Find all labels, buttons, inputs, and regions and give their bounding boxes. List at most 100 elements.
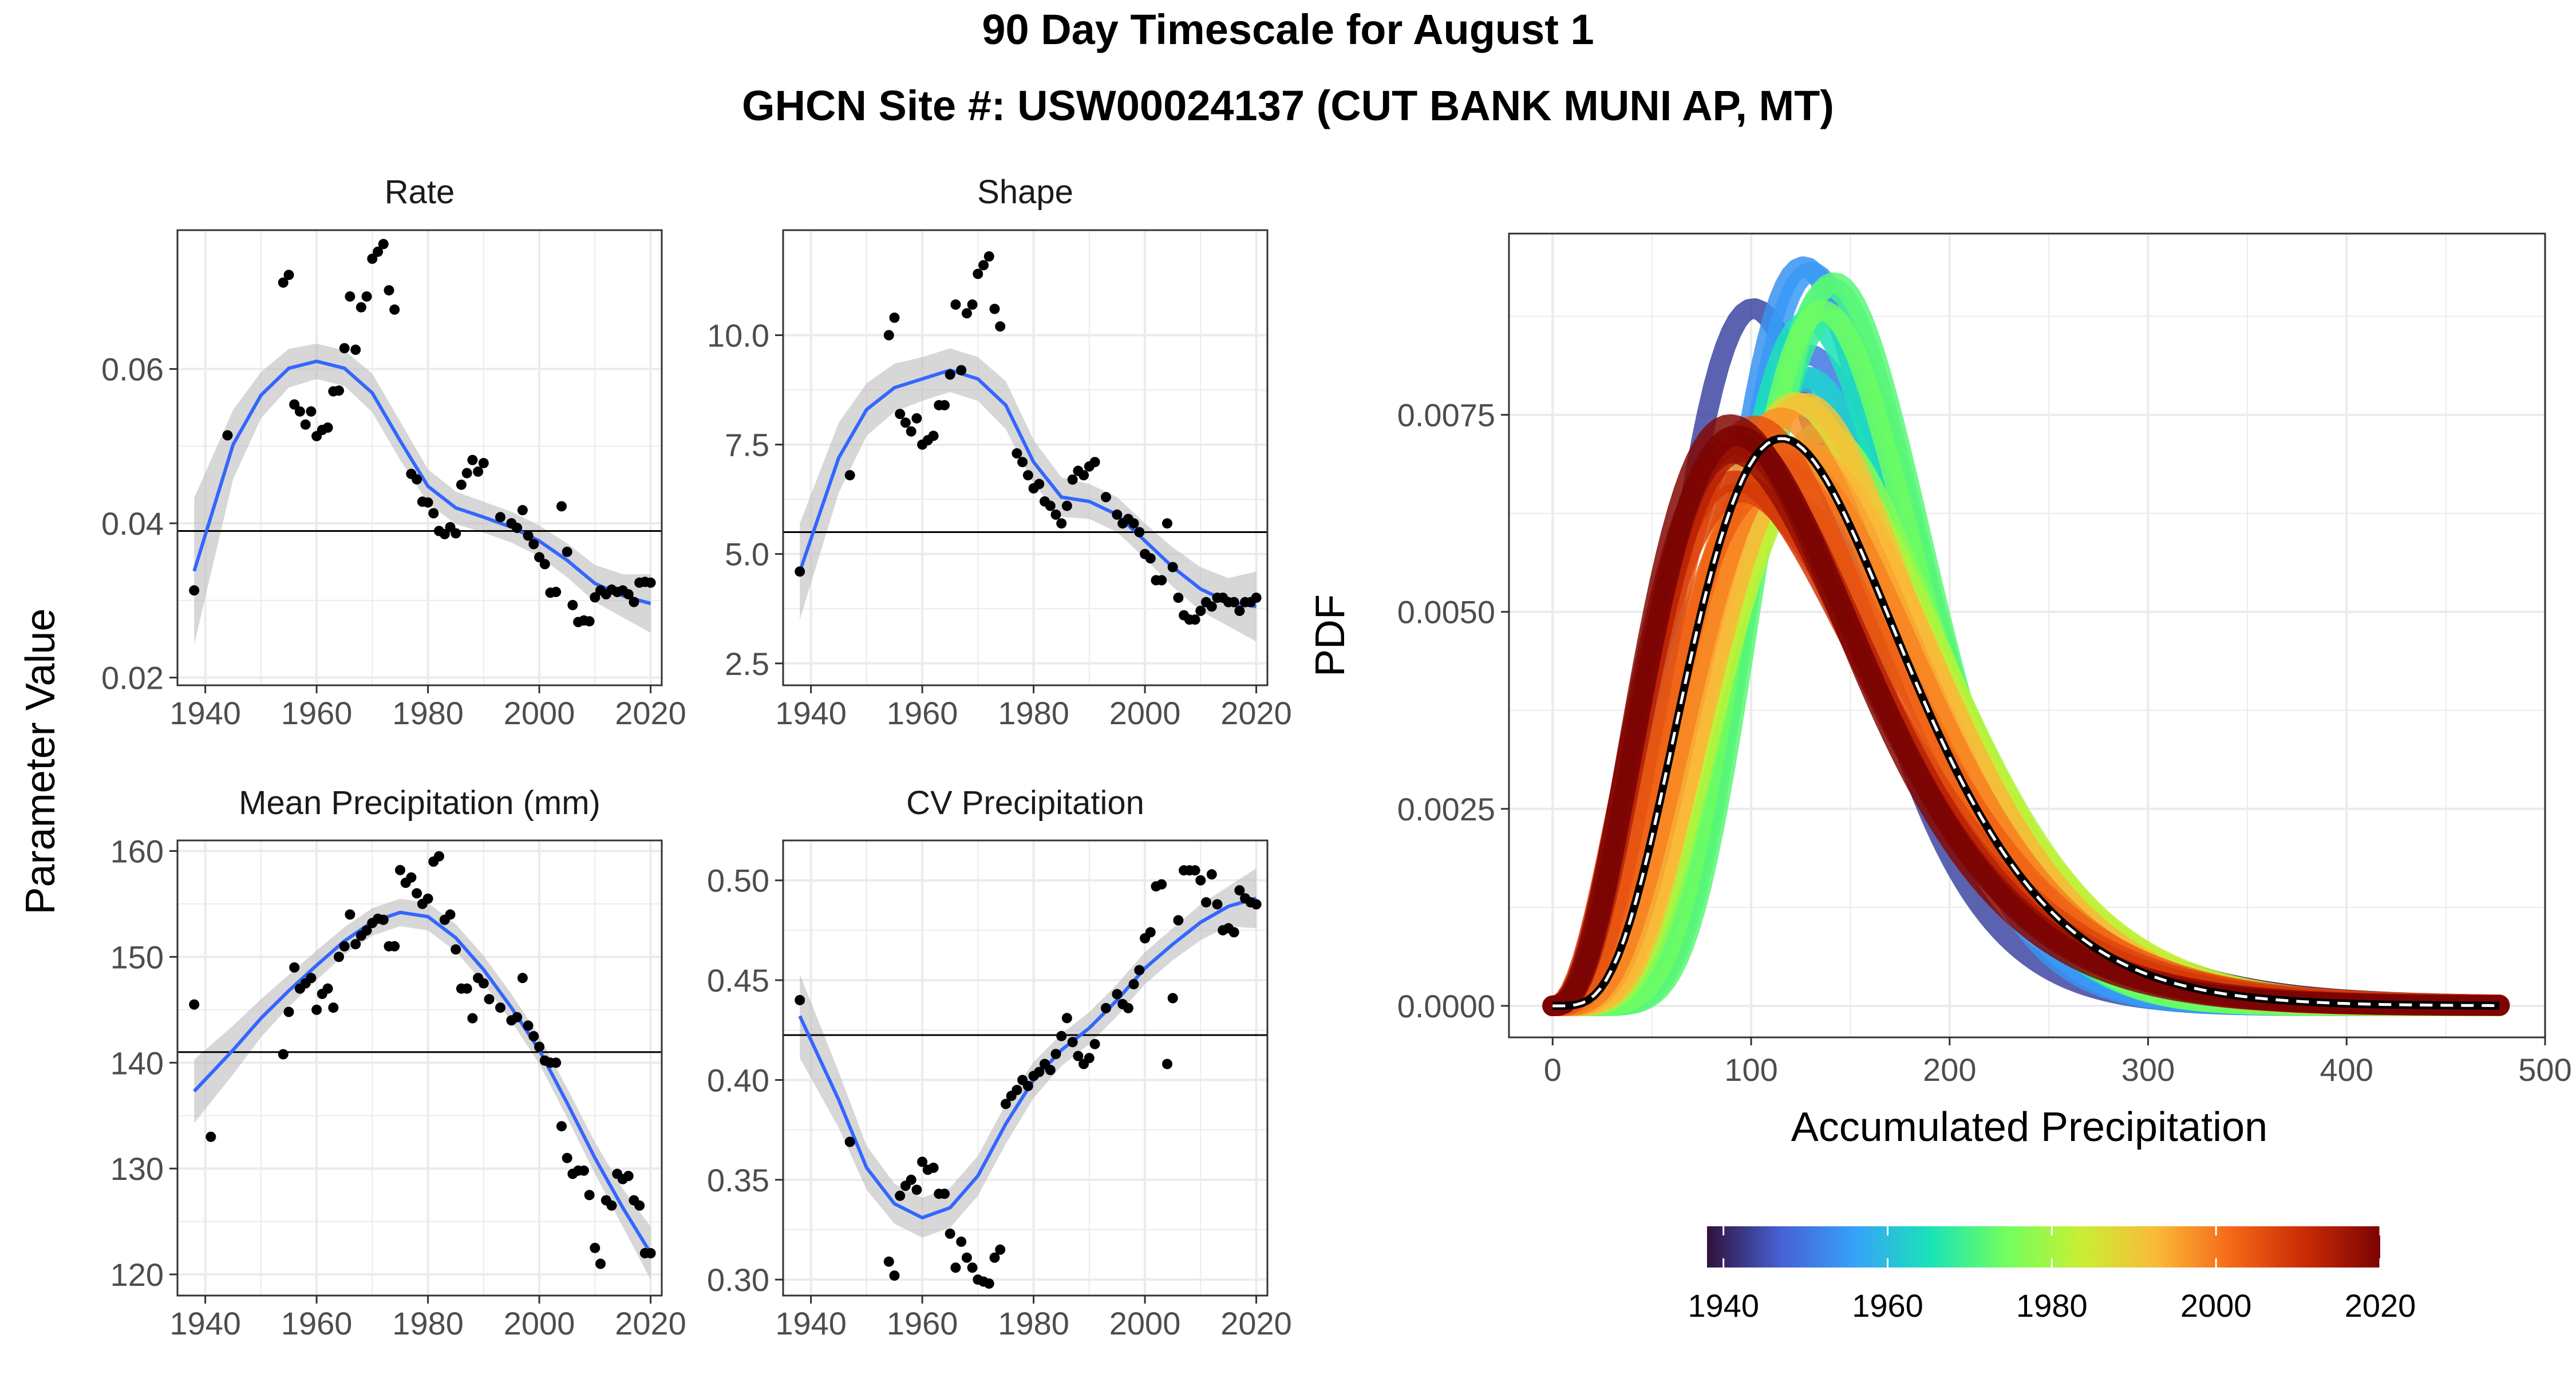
pdf-y-tick-label: 0.0075 — [1397, 397, 1495, 433]
cv-precipitation-data-point — [1173, 915, 1184, 926]
pdf-y-tick-label: 0.0025 — [1397, 791, 1495, 827]
shape-y-tick-label: 2.5 — [725, 646, 769, 682]
rate-data-point — [461, 468, 472, 479]
shape-data-point — [1034, 479, 1045, 489]
rate-data-layer — [177, 239, 662, 645]
cv-precipitation-data-point — [1195, 875, 1206, 886]
mean-precipitation-data-point — [534, 1041, 545, 1052]
cv-precipitation-data-point — [1206, 869, 1217, 880]
mean-precipitation-data-point — [395, 864, 405, 875]
shape-data-point — [945, 369, 955, 380]
shape-data-point — [961, 308, 972, 319]
shape-smooth-line — [798, 368, 1257, 609]
cv-precipitation-data-point — [1050, 1049, 1061, 1060]
mean-precipitation-y-tick-label: 140 — [110, 1045, 164, 1081]
shape-data-point — [967, 299, 978, 310]
colorbar-gradient — [1707, 1226, 2380, 1268]
mean-precipitation-data-point — [389, 941, 400, 951]
shape-data-point — [1128, 518, 1139, 529]
shape-data-point — [1056, 518, 1067, 529]
rate-data-point — [278, 277, 289, 288]
cv-precipitation-data-point — [1101, 1002, 1111, 1013]
cv-precipitation-data-point — [1112, 989, 1123, 1000]
mean-precipitation-data-point — [361, 925, 372, 936]
cv-precipitation-data-point — [1134, 965, 1145, 976]
cv-precipitation-data-point — [950, 1262, 961, 1273]
mean-precipitation-data-point — [306, 973, 317, 984]
cv-precipitation-data-point — [1012, 1084, 1022, 1095]
shape-data-point — [1145, 553, 1156, 564]
rate-data-point — [283, 270, 294, 281]
mean-precipitation-y-tick-label: 150 — [110, 939, 164, 975]
rate-data-point — [517, 505, 528, 516]
rate-data-point — [412, 474, 422, 485]
mean-precipitation-data-point — [289, 962, 300, 973]
pdf-panel-border — [1508, 232, 2546, 1039]
left-y-axis-label: Parameter Value — [18, 609, 64, 915]
shape-data-point — [1017, 457, 1028, 468]
mean-precipitation-data-point — [445, 909, 456, 920]
rate-data-point — [355, 302, 366, 313]
rate-data-point — [495, 512, 505, 523]
cv-precipitation-data-point — [1234, 885, 1245, 896]
mean-precipitation-data-point — [283, 1006, 294, 1017]
mean-precipitation-data-point — [623, 1171, 634, 1182]
shape-data-point — [1162, 518, 1172, 529]
shape-data-point — [928, 431, 939, 441]
rate-data-point — [289, 399, 300, 410]
rate-data-point — [300, 419, 311, 430]
rate-y-tick-label: 0.02 — [101, 660, 164, 696]
rate-data-point — [645, 577, 656, 588]
cv-precipitation-data-point — [883, 1256, 894, 1267]
cv-precipitation-data-point — [1061, 1013, 1072, 1024]
shape-data-point — [1167, 562, 1178, 572]
shape-data-point — [995, 321, 1006, 332]
shape-data-point — [1134, 527, 1145, 538]
mean-precipitation-data-point — [606, 1200, 617, 1211]
cv-precipitation-data-point — [1022, 1080, 1033, 1091]
cv-precipitation-data-point — [961, 1252, 972, 1263]
rate-data-point — [322, 422, 333, 433]
shape-data-point — [1078, 470, 1089, 481]
shape-data-point — [1156, 575, 1167, 586]
cv-precipitation-data-point — [1067, 1037, 1078, 1048]
cv-precipitation-data-point — [945, 1228, 955, 1239]
colorbar-tick-label: 1940 — [1688, 1288, 1759, 1324]
mean-precipitation-x-tick-label: 1940 — [169, 1305, 241, 1341]
shape-x-tick-label: 1960 — [887, 695, 958, 731]
shape-data-point — [889, 312, 900, 323]
shape-data-point — [1206, 601, 1217, 612]
mean-precipitation-data-point — [551, 1057, 562, 1068]
rate-x-tick-label: 1940 — [169, 695, 241, 731]
cv-precipitation-data-point — [928, 1162, 939, 1173]
mean-precipitation-x-tick-label: 1960 — [281, 1305, 353, 1341]
rate-data-point — [623, 589, 634, 599]
shape-x-tick-label: 1980 — [998, 695, 1069, 731]
cv-precipitation-data-point — [939, 1189, 950, 1199]
shape-y-tick-label: 10.0 — [707, 317, 769, 353]
shape-data-point — [939, 400, 950, 410]
mean-precipitation-data-point — [378, 914, 389, 925]
mean-precipitation-data-point — [278, 1049, 289, 1060]
cv-precipitation-panel: CV Precipitation 1940 1960 1980 2000 2020 0.3… — [707, 784, 1292, 1341]
rate-x-tick-label: 1960 — [281, 695, 353, 731]
rate-data-point — [528, 539, 539, 550]
rate-data-point — [478, 457, 489, 468]
rate-data-point — [361, 291, 372, 302]
rate-data-point — [334, 385, 344, 396]
cv-precipitation-data-point — [1156, 879, 1167, 890]
colorbar-tick-label: 1960 — [1852, 1288, 1923, 1324]
cv-precipitation-data-point — [1056, 1030, 1067, 1041]
mean-precipitation-data-point — [334, 951, 344, 962]
shape-data-point — [1050, 509, 1061, 520]
cv-precipitation-data-point — [795, 994, 805, 1005]
mean-precipitation-data-point — [345, 909, 355, 920]
shape-data-point — [1012, 448, 1022, 459]
mean-precipitation-data-point — [451, 944, 461, 955]
cv-precipitation-data-point — [956, 1236, 967, 1247]
rate-data-point — [534, 552, 545, 563]
cv-precipitation-panel-border — [782, 839, 1269, 1297]
rate-data-point — [384, 285, 394, 296]
pdf-x-tick-label: 300 — [2121, 1052, 2175, 1088]
mean-precipitation-y-tick-label: 120 — [110, 1257, 164, 1293]
